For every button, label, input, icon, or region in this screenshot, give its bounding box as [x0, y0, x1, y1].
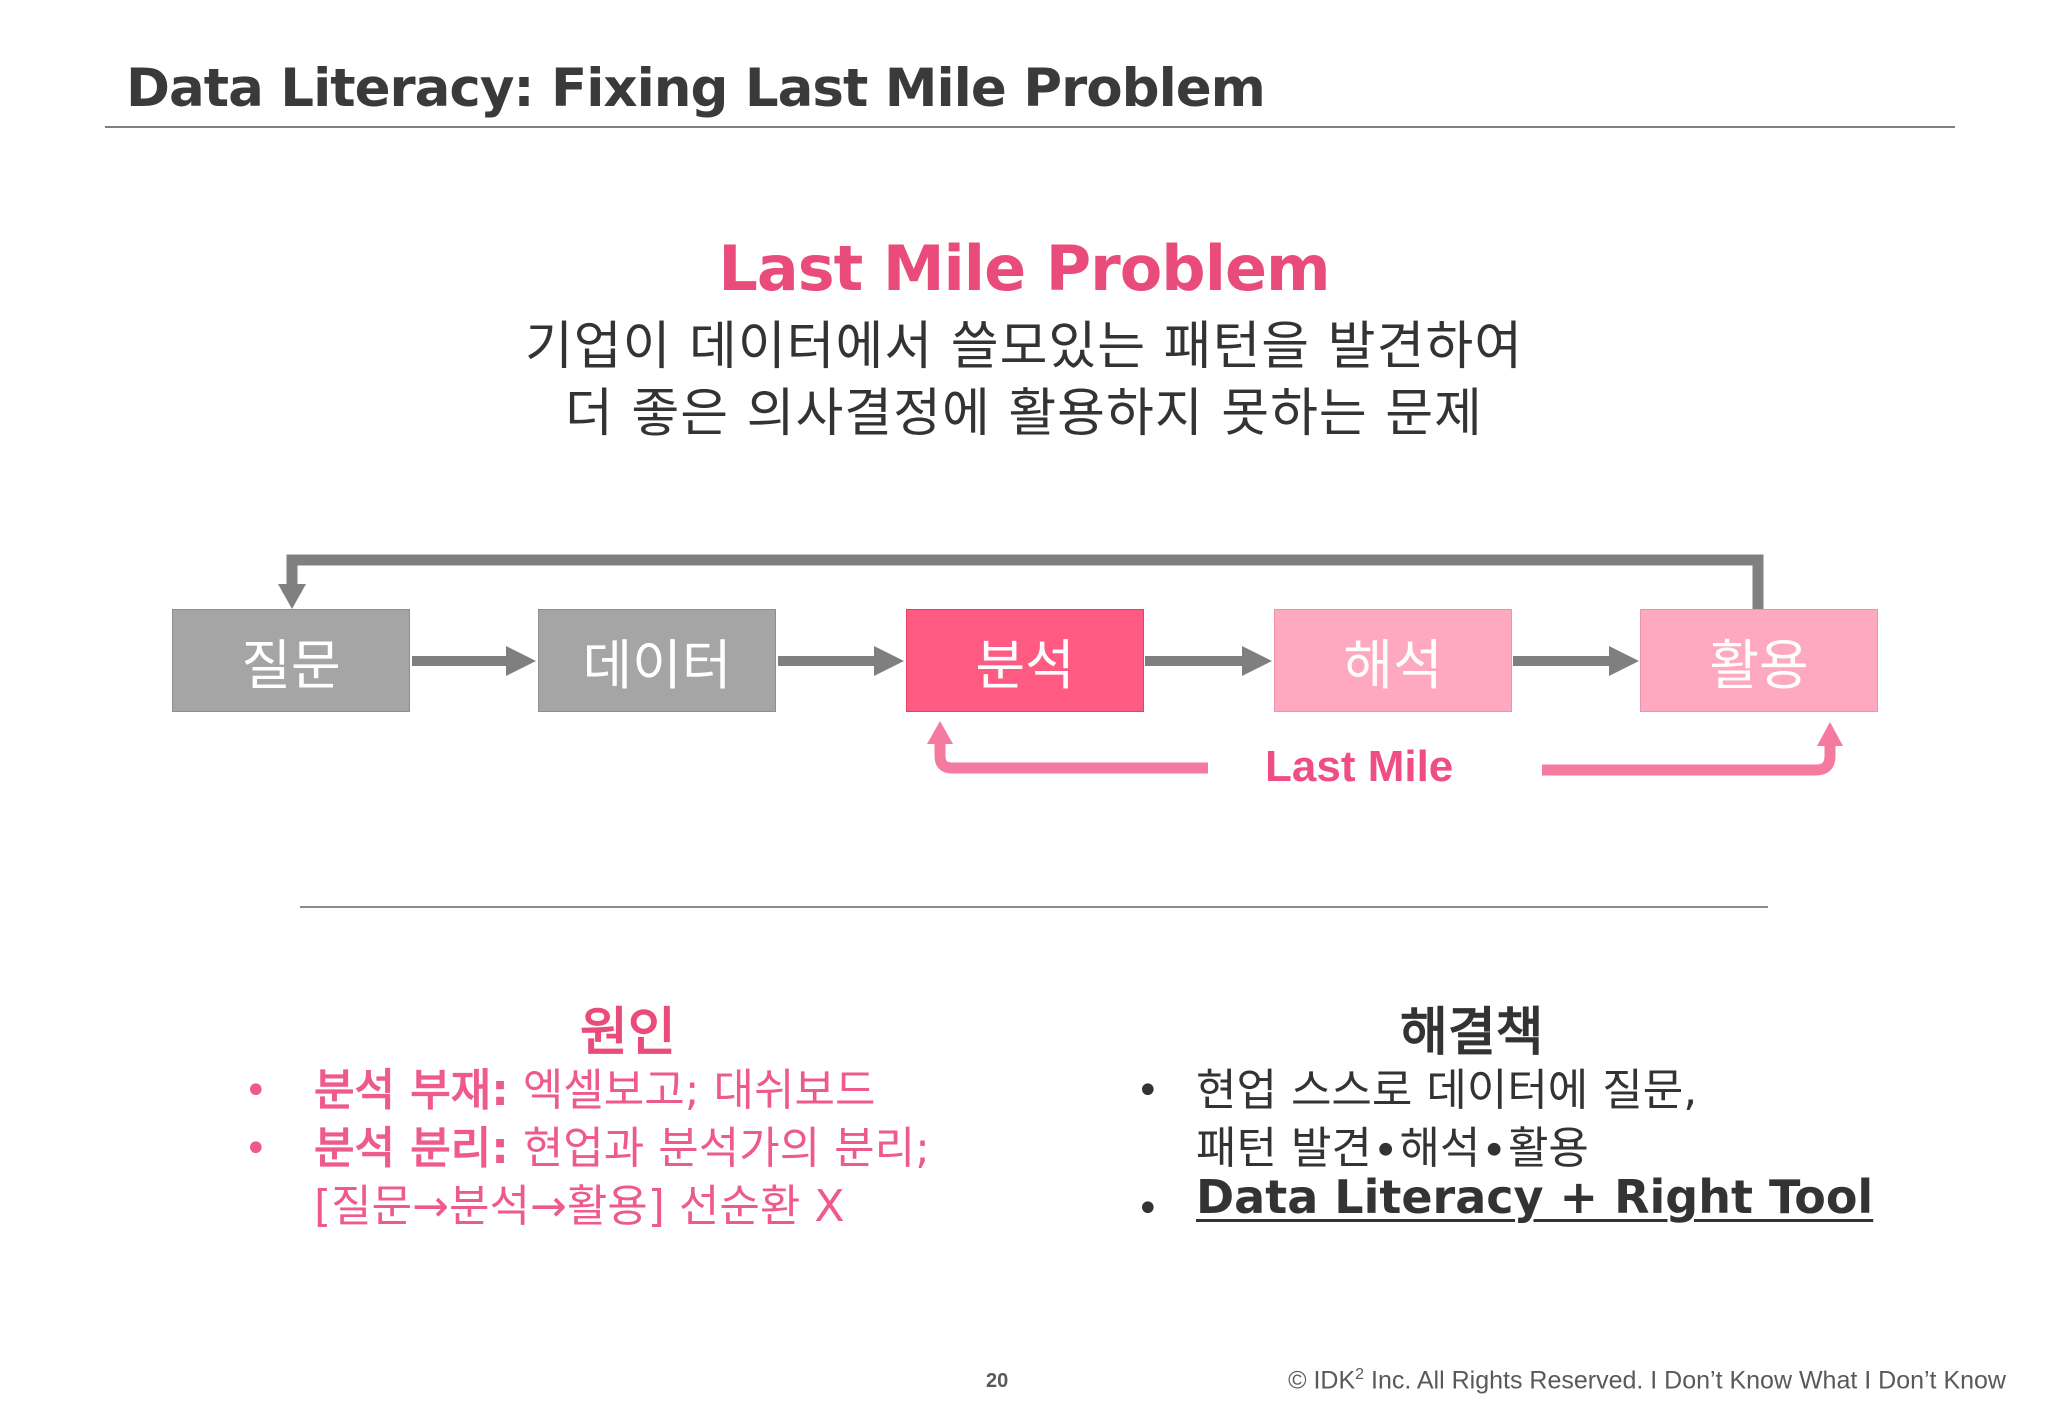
headline-description-line-1: 기업이 데이터에서 쓸모있는 패턴을 발견하여: [524, 317, 1524, 377]
connector-1-head: [506, 646, 536, 676]
headline: Last Mile Problem: [718, 232, 1330, 305]
cause-bullet-1-text: 엑셀보고; 대쉬보드: [508, 1065, 876, 1116]
flow-step-label: 분석: [975, 634, 1075, 697]
flow-step-label: 질문: [241, 634, 341, 697]
connector-2-head: [874, 646, 904, 676]
cause-heading: 원인: [580, 1003, 676, 1063]
last-mile-left-arrowhead: [927, 721, 953, 744]
last-mile-right-arrowhead: [1817, 722, 1843, 746]
title-divider: [105, 126, 1955, 128]
flow-step-utilization: 활용: [1640, 609, 1878, 712]
bullet-icon: •: [1136, 1068, 1160, 1114]
cause-bullet-2-text: 현업과 분석가의 분리;: [508, 1123, 930, 1174]
solution-bullet-2: Data Literacy + Right Tool: [1196, 1170, 1874, 1224]
cause-bullet-1-strong: 분석 부재:: [314, 1065, 509, 1116]
copyright-superscript: 2: [1355, 1366, 1365, 1383]
flow-step-label: 활용: [1709, 634, 1809, 697]
page-number: 20: [986, 1370, 1009, 1392]
flow-step-label: 데이터: [582, 634, 732, 697]
feedback-loop-arrowhead: [278, 584, 306, 609]
slide-title: Data Literacy: Fixing Last Mile Problem: [126, 58, 1266, 119]
solution-bullet-1: 현업 스스로 데이터에 질문,: [1196, 1065, 1698, 1116]
bullet-icon: •: [244, 1068, 268, 1114]
flow-step-analysis: 분석: [906, 609, 1144, 712]
last-mile-label: Last Mile: [1265, 742, 1454, 791]
feedback-loop-arrow: [286, 554, 1764, 609]
bullet-icon: •: [244, 1126, 268, 1172]
connector-3-head: [1242, 646, 1272, 676]
last-mile-right-bracket: [1542, 742, 1836, 776]
cause-bullet-2-strong: 분석 분리:: [314, 1123, 509, 1174]
cause-bullet-1: 분석 부재: 엑셀보고; 대쉬보드: [314, 1054, 875, 1118]
cause-bullet-2: 분석 분리: 현업과 분석가의 분리;: [314, 1112, 930, 1176]
headline-description-line-2: 더 좋은 의사결정에 활용하지 못하는 문제: [565, 384, 1483, 444]
footer-copyright: © IDK2 Inc. All Rights Reserved. I Don’t…: [1288, 1366, 2006, 1395]
solution-heading: 해결책: [1400, 1003, 1544, 1063]
connector-4-head: [1609, 646, 1639, 676]
solution-bullet-1-continuation: 패턴 발견∙해석∙활용: [1196, 1123, 1589, 1174]
flow-step-question: 질문: [172, 609, 410, 712]
last-mile-left-bracket: [934, 740, 1208, 774]
copyright-suffix: Inc. All Rights Reserved. I Don’t Know W…: [1364, 1366, 2006, 1395]
cause-bullet-2-continuation: [질문→분석→활용] 선순환 X: [314, 1181, 845, 1232]
section-divider: [300, 906, 1768, 908]
copyright-prefix: © IDK: [1288, 1366, 1356, 1395]
bullet-icon: •: [1136, 1186, 1160, 1232]
flow-step-data: 데이터: [538, 609, 776, 712]
flow-step-interpretation: 해석: [1274, 609, 1512, 712]
flow-step-label: 해석: [1343, 634, 1443, 697]
